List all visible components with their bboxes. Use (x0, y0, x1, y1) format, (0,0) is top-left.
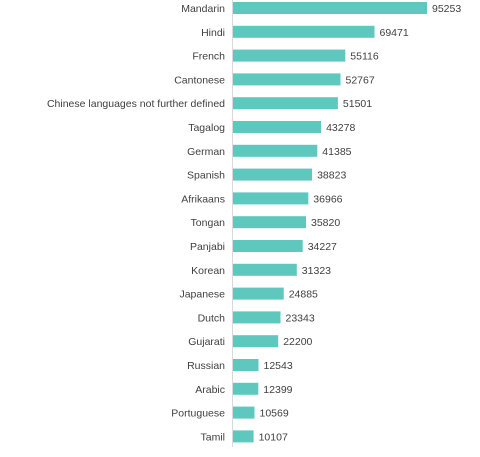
bar-japanese (233, 287, 284, 300)
category-label: Panjabi (190, 241, 225, 253)
category-label: Hindi (201, 27, 225, 39)
category-label: Korean (191, 265, 225, 277)
bar-spanish (233, 168, 313, 181)
value-label: 31323 (302, 265, 331, 277)
bar-portuguese (233, 406, 255, 419)
category-label: Spanish (187, 170, 225, 182)
category-label: Japanese (179, 289, 225, 301)
value-label: 38823 (317, 170, 346, 182)
bar-german (233, 144, 318, 157)
bar-arabic (233, 382, 259, 395)
bar-chinese-languages-not-further-defined (233, 97, 338, 110)
value-label: 55116 (350, 51, 379, 63)
bar-panjabi (233, 240, 303, 252)
category-label: Gujarati (188, 336, 225, 348)
value-label: 22200 (283, 336, 312, 348)
category-label: French (192, 51, 225, 63)
value-label: 34227 (308, 241, 337, 253)
value-label: 12543 (264, 360, 293, 372)
value-label: 12399 (263, 384, 292, 396)
bar-korean (233, 263, 297, 276)
category-label: Mandarin (181, 3, 225, 15)
category-label: German (187, 146, 225, 158)
bar-cantonese (233, 73, 341, 86)
value-label: 35820 (311, 217, 340, 229)
category-label: Tagalog (188, 122, 225, 134)
value-label: 52767 (346, 74, 375, 86)
value-label: 69471 (380, 27, 409, 39)
category-label: Arabic (195, 384, 225, 396)
category-label: Tamil (200, 431, 225, 443)
category-label: Portuguese (171, 408, 225, 420)
category-label: Tongan (191, 217, 226, 229)
value-label: 10107 (259, 431, 288, 443)
bar-afrikaans (233, 192, 309, 205)
bar-tongan (233, 216, 306, 229)
bar-mandarin (233, 2, 427, 14)
bars-group (233, 2, 427, 443)
value-label: 51501 (343, 98, 372, 110)
category-label: Chinese languages not further defined (47, 98, 225, 110)
category-label: Cantonese (174, 74, 225, 86)
bar-hindi (233, 25, 375, 38)
bar-gujarati (233, 335, 279, 348)
value-label: 43278 (326, 122, 355, 134)
value-label: 95253 (432, 3, 461, 15)
bar-tagalog (233, 121, 322, 133)
bar-french (233, 49, 346, 62)
bar-dutch (233, 311, 281, 324)
category-label: Russian (187, 360, 225, 372)
bar-tamil (233, 430, 254, 443)
value-label: 23343 (286, 312, 315, 324)
value-label: 24885 (289, 289, 318, 301)
value-label: 10569 (260, 408, 289, 420)
value-label: 41385 (322, 146, 351, 158)
category-labels-group: Mandarin Hindi French Cantonese Chinese lang… (47, 3, 225, 443)
bar-russian (233, 359, 259, 371)
category-label: Dutch (198, 312, 226, 324)
category-label: Afrikaans (181, 193, 225, 205)
value-label: 36966 (313, 193, 342, 205)
